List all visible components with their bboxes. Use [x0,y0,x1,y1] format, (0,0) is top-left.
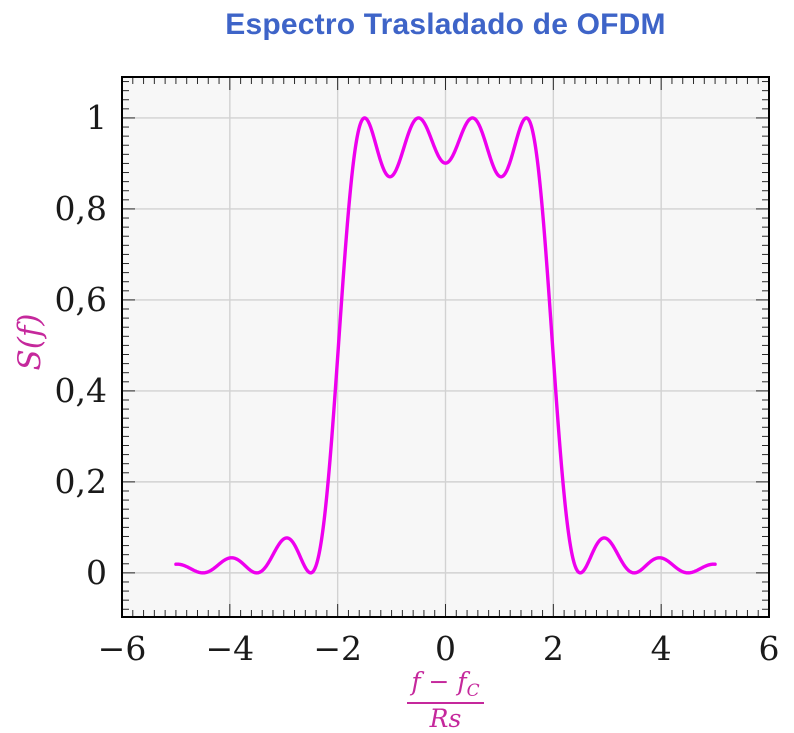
y-tick-label: 0,2 [55,462,107,501]
x-tick-label: 6 [759,629,780,668]
x-tick-label: −6 [98,629,147,668]
x-tick-label: 2 [543,629,564,668]
x-label-numerator: f − fC [407,667,484,705]
x-tick-label: −2 [313,629,362,668]
y-tick-label: 0,6 [55,280,107,319]
chart-title: Espectro Trasladado de OFDM [225,8,666,41]
x-axis-label: f − fC Rs [122,668,769,733]
y-tick-label: 0,8 [55,189,107,228]
y-tick-label: 1 [86,98,107,137]
spectrum-curve [174,116,717,575]
x-label-numerator-subscript: C [466,681,480,701]
x-tick-label: −4 [206,629,255,668]
plot-frame [121,76,770,618]
y-axis-label: S(f) [12,313,48,371]
y-tick-label: 0,4 [55,371,107,410]
x-tick-label: 0 [435,629,456,668]
y-tick-label: 0 [86,553,107,592]
x-label-numerator-text: f − f [411,667,467,696]
x-label-denominator: Rs [429,704,462,733]
x-tick-label: 4 [651,629,672,668]
